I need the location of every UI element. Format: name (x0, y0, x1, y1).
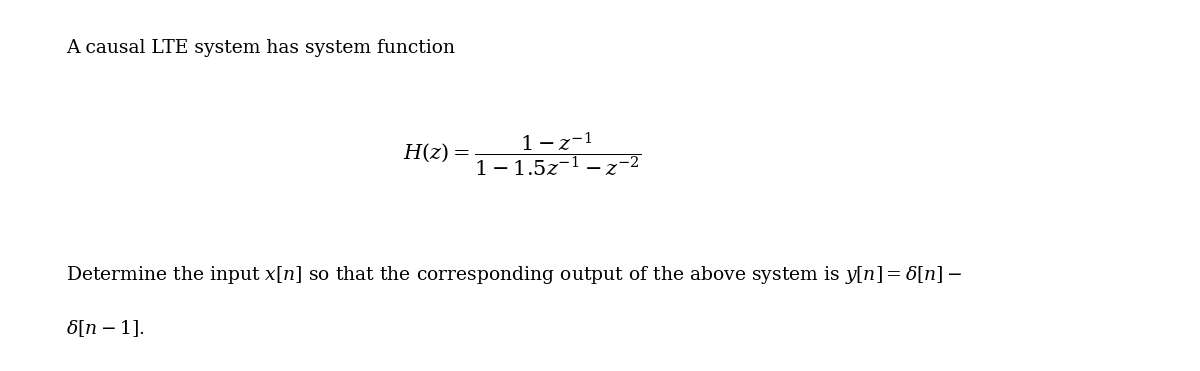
Text: $\delta[n-1]$.: $\delta[n-1]$. (66, 318, 145, 339)
Text: A causal LTE system has system function: A causal LTE system has system function (66, 39, 455, 57)
Text: Determine the input $x[n]$ so that the corresponding output of the above system : Determine the input $x[n]$ so that the c… (66, 263, 962, 286)
Text: $H(z) = \dfrac{1 - z^{-1}}{1 - 1.5z^{-1} - z^{-2}}$: $H(z) = \dfrac{1 - z^{-1}}{1 - 1.5z^{-1}… (403, 130, 641, 178)
